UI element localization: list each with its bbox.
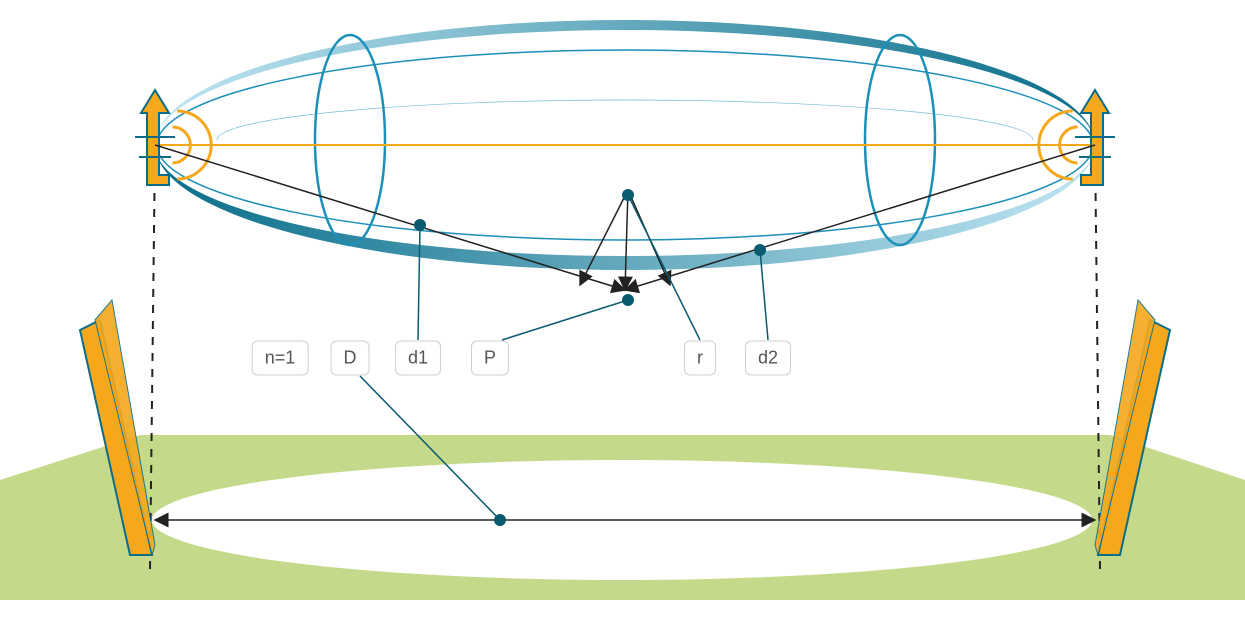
geometry-dot <box>414 219 426 231</box>
r-aux-left <box>580 190 628 285</box>
label-D: D <box>331 341 370 376</box>
label-connector-d1 <box>418 225 420 340</box>
geometry-dot <box>754 244 766 256</box>
fresnel-inner-highlight <box>217 100 1033 140</box>
geometry-dot <box>622 294 634 306</box>
label-P: P <box>471 341 509 376</box>
geometry-dot <box>622 189 634 201</box>
fresnel-outer-bottom <box>155 145 1095 270</box>
label-connector-P <box>502 300 628 340</box>
label-d2: d2 <box>745 341 791 376</box>
fresnel-outer-top <box>155 20 1095 145</box>
d1-line <box>155 145 625 290</box>
label-d1: d1 <box>395 341 441 376</box>
geometry-dot <box>494 514 506 526</box>
d2-line <box>625 145 1095 290</box>
fresnel-zone-diagram <box>0 0 1245 634</box>
label-n: n=1 <box>252 341 309 376</box>
label-r: r <box>684 341 716 376</box>
